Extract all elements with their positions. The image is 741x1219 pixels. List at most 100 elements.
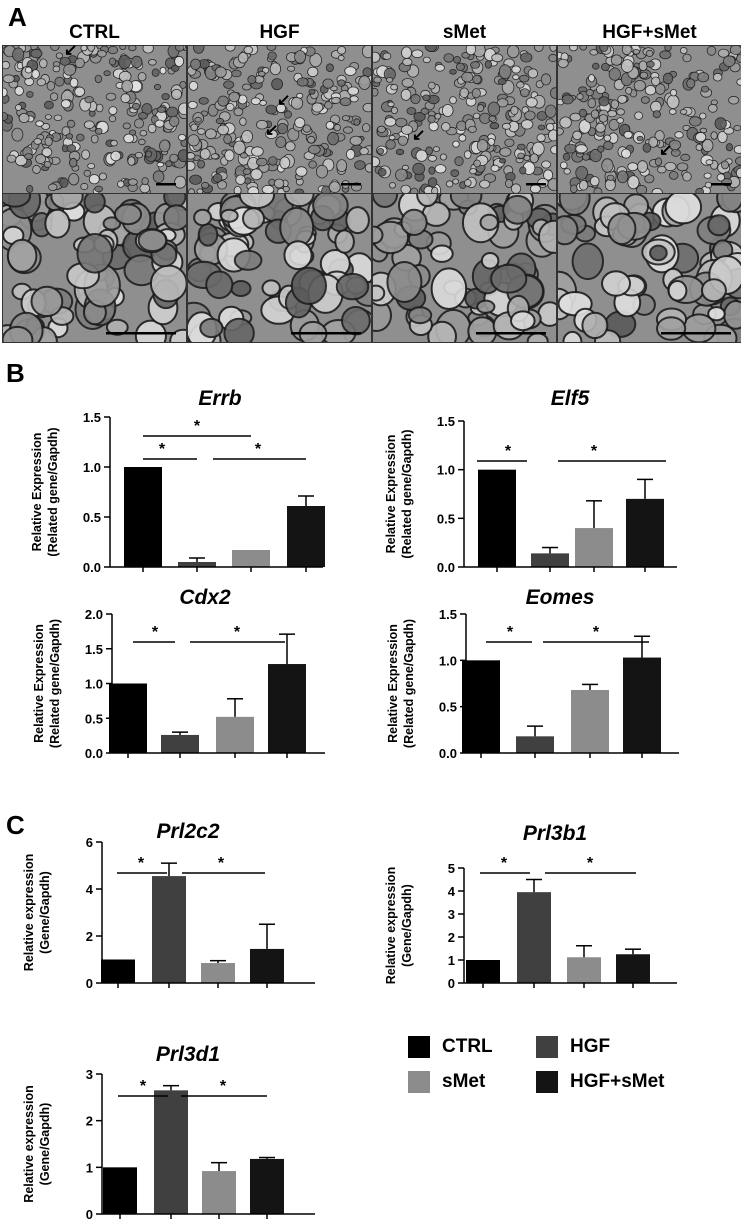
significance-star: * — [593, 624, 600, 641]
chart-title: Cdx2 — [179, 586, 231, 609]
significance-star: * — [152, 624, 159, 641]
y-tick-label: 0.5 — [439, 700, 457, 715]
y-tick-label: 0.0 — [85, 746, 103, 761]
micrograph-hgf-smet-low-mag — [557, 45, 741, 194]
bar-ctrl — [101, 959, 135, 983]
significance-star: * — [505, 443, 512, 460]
bar-hgf-smet — [287, 506, 325, 567]
y-tick-label: 0 — [86, 1207, 93, 1219]
chart-title: Elf5 — [551, 387, 590, 410]
micro-label-smet: sMet — [442, 22, 487, 43]
bar-hgf — [152, 876, 186, 983]
bar-hgf-smet — [250, 1158, 284, 1214]
y-tick-label: 1 — [86, 1160, 93, 1175]
y-tick-label: 2 — [86, 929, 93, 944]
significance-star: * — [507, 624, 514, 641]
arrow-icon: ↙ — [412, 127, 426, 144]
legend-item-hgf-smet: HGF+sMet — [536, 1071, 665, 1093]
y-tick-label: 1.5 — [83, 410, 101, 425]
y-tick-label: 4 — [448, 884, 456, 899]
significance-star: * — [591, 443, 598, 460]
micrograph-ctrl-high-mag — [2, 193, 187, 343]
y-tick-label: 0.0 — [83, 560, 101, 575]
y-tick-label: 1.0 — [83, 460, 101, 475]
bar-smet — [567, 957, 601, 983]
y-tick-label: 3 — [86, 1067, 93, 1082]
significance-star: * — [218, 855, 225, 872]
y-tick-label: 1.5 — [439, 607, 457, 622]
bar-smet — [571, 689, 609, 753]
significance-star: * — [234, 624, 241, 641]
chart-title: Prl3b1 — [523, 822, 587, 845]
bar-ctrl — [466, 960, 500, 983]
y-tick-label: 6 — [86, 835, 93, 850]
y-tick-label: 3 — [448, 907, 455, 922]
y-tick-label: 0.5 — [83, 510, 101, 525]
y-tick-label: 4 — [86, 882, 94, 897]
y-axis-label: (Gene/Gapdh) — [38, 871, 52, 954]
bar-hgf — [516, 736, 554, 753]
chart-title: Prl3d1 — [156, 1043, 220, 1066]
chart-title: Errb — [198, 387, 241, 410]
y-tick-label: 0.0 — [437, 560, 455, 575]
significance-star: * — [501, 855, 508, 872]
micrograph-hgf-smet-high-mag — [557, 193, 741, 343]
y-tick-label: 0 — [86, 976, 93, 991]
arrow-icon: ↙ — [265, 122, 279, 139]
bar-ctrl — [124, 467, 162, 567]
y-axis-label: (Related gene/Gapdh) — [48, 619, 62, 748]
y-tick-label: 1.5 — [437, 414, 455, 429]
bar-hgf — [517, 892, 551, 983]
micrograph-hgf-low-mag — [187, 45, 372, 194]
panel-letter-b: B — [6, 358, 25, 388]
y-tick-label: 1.0 — [85, 677, 103, 692]
chart-title: Eomes — [526, 586, 595, 609]
y-axis-label: Relative Expression — [386, 624, 400, 743]
y-axis-label: (Related gene/Gapdh) — [400, 429, 414, 558]
legend-swatch-hgf — [536, 1036, 558, 1058]
bar-hgf — [161, 734, 199, 753]
y-tick-label: 2.0 — [85, 607, 103, 622]
legend-label-hgf: HGF — [570, 1036, 611, 1057]
bar-hgf-smet — [250, 948, 284, 983]
significance-star: * — [159, 441, 166, 458]
bar-hgf — [178, 562, 216, 567]
bar-hgf — [154, 1090, 188, 1214]
significance-star: * — [138, 855, 145, 872]
y-axis-label: (Gene/Gapdh) — [38, 1103, 52, 1186]
significance-star: * — [194, 418, 201, 435]
significance-star: * — [255, 441, 262, 458]
arrow-icon: ↙ — [277, 92, 291, 109]
arrow-icon: ↙ — [659, 142, 673, 159]
y-tick-label: 1.0 — [439, 653, 457, 668]
y-tick-label: 1 — [448, 953, 455, 968]
micro-label-ctrl: CTRL — [69, 22, 120, 43]
legend-swatch-ctrl — [408, 1036, 430, 1058]
legend-item-hgf: HGF — [536, 1036, 610, 1058]
y-axis-label: Relative Expression — [384, 435, 398, 554]
significance-star: * — [587, 855, 594, 872]
panel-letter-a: A — [8, 2, 27, 32]
bar-ctrl — [462, 660, 500, 753]
legend-item-ctrl: CTRL — [408, 1036, 493, 1058]
bar-hgf-smet — [616, 954, 650, 983]
y-tick-label: 0 — [448, 976, 455, 991]
micrograph-smet-high-mag — [372, 193, 557, 343]
bar-smet — [201, 963, 235, 983]
bar-ctrl — [478, 469, 516, 567]
micro-label-hgf: HGF — [259, 22, 300, 43]
y-axis-label: Relative Expression — [32, 624, 46, 743]
y-axis-label: Relative expression — [22, 854, 36, 971]
panel-letter-c: C — [6, 810, 25, 840]
bar-hgf — [531, 553, 569, 567]
bar-smet — [575, 528, 613, 567]
y-tick-label: 1.5 — [85, 642, 103, 657]
y-tick-label: 0.0 — [439, 746, 457, 761]
arrow-icon: ↙ — [64, 42, 78, 59]
legend-label-hgf-smet: HGF+sMet — [570, 1071, 665, 1092]
y-tick-label: 0.5 — [437, 511, 455, 526]
bar-smet — [202, 1171, 236, 1214]
bar-smet — [216, 716, 254, 753]
bar-hgf-smet — [626, 498, 664, 567]
